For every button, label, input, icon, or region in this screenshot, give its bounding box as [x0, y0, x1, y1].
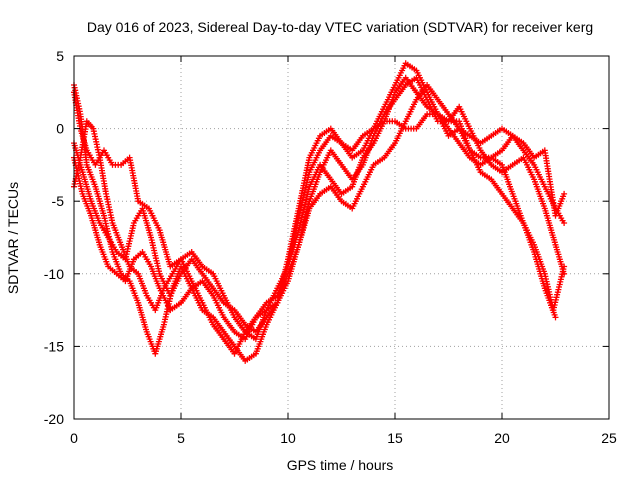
- data-point: [561, 270, 568, 277]
- y-tick-label: 0: [56, 121, 64, 137]
- x-tick-label: 10: [280, 430, 296, 446]
- x-tick-label: 20: [494, 430, 510, 446]
- series-track-4: [71, 111, 568, 343]
- x-tick-label: 25: [601, 430, 617, 446]
- x-axis-label: GPS time / hours: [287, 457, 394, 473]
- x-tick-label: 5: [177, 430, 185, 446]
- x-tick-label: 15: [387, 430, 403, 446]
- series-track-1: [71, 60, 568, 364]
- y-tick-label: -20: [44, 411, 64, 427]
- y-tick-label: -15: [44, 338, 64, 354]
- data-point: [561, 190, 568, 197]
- x-tick-label: 0: [70, 430, 78, 446]
- y-tick-label: -5: [52, 193, 65, 209]
- grid-lines: [74, 56, 609, 419]
- chart-title: Day 016 of 2023, Sidereal Day-to-day VTE…: [87, 19, 593, 35]
- y-tick-label: -10: [44, 266, 64, 282]
- data-point: [552, 314, 559, 321]
- plot-frame: [73, 55, 610, 420]
- axis-ticks: 0 5 10 15 20 25 5 0 -5 -10 -15 -20: [44, 48, 617, 446]
- y-axis-label: SDTVAR / TECUs: [5, 182, 21, 294]
- series-line: [73, 62, 565, 362]
- y-tick-label: 5: [56, 48, 64, 64]
- data-series: [71, 60, 568, 364]
- data-point: [561, 220, 568, 226]
- series-track-5: [71, 82, 568, 343]
